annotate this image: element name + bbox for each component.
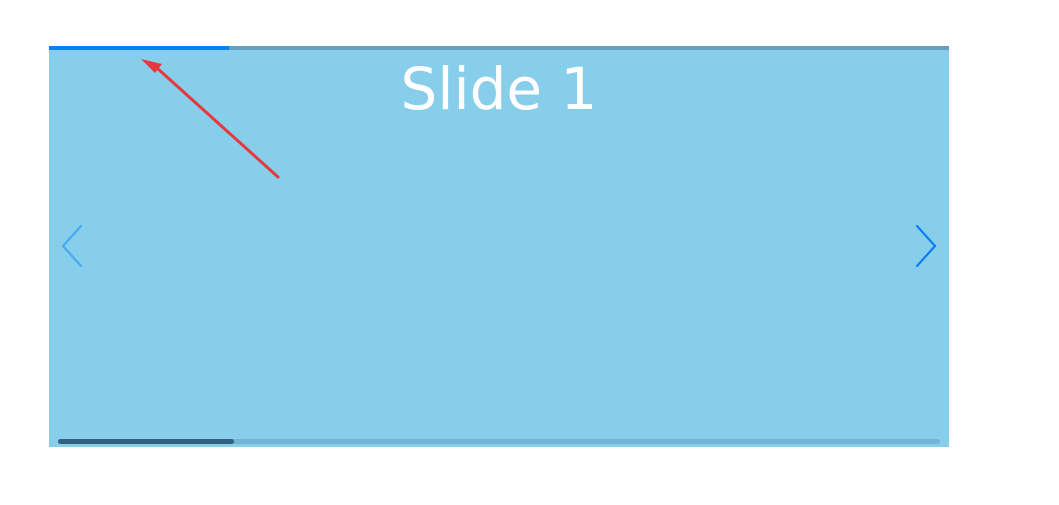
- slide-title: Slide 1: [400, 55, 598, 123]
- carousel-scrollbar[interactable]: [58, 439, 940, 444]
- progress-bar-fill: [49, 46, 229, 50]
- progress-bar: [49, 46, 949, 50]
- chevron-right-icon: [915, 224, 937, 268]
- chevron-left-icon: [61, 224, 83, 268]
- prev-slide-button[interactable]: [57, 222, 87, 270]
- next-slide-button[interactable]: [911, 222, 941, 270]
- carousel: Slide 1: [49, 46, 949, 447]
- carousel-scrollbar-thumb[interactable]: [58, 439, 235, 444]
